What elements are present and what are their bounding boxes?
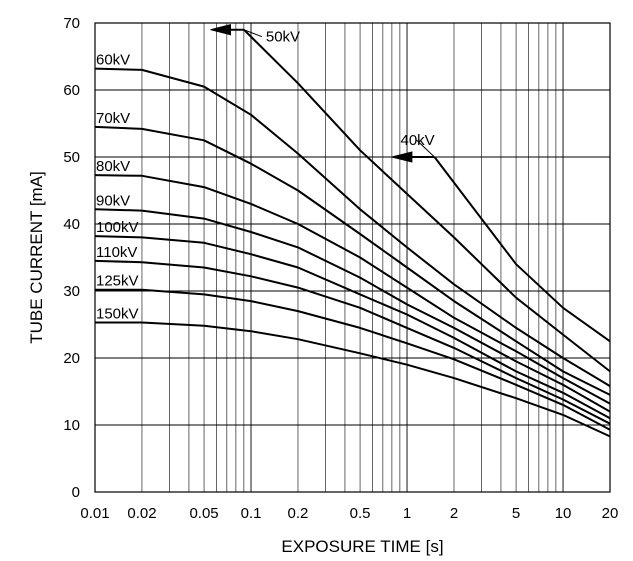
x-tick-label: 0.2 — [288, 505, 309, 522]
series-label-50kV: 50kV — [266, 29, 300, 46]
series-line-150kV — [95, 321, 611, 438]
series-label-60kV: 60kV — [96, 52, 130, 69]
y-tick-labels: 0 10 20 30 40 50 60 70 — [63, 15, 80, 501]
x-tick-label: 0.02 — [127, 505, 156, 522]
x-tick-label: 0.01 — [80, 505, 109, 522]
y-axis-title: TUBE CURRENT [mA] — [27, 171, 46, 344]
y-tick-label: 70 — [63, 15, 80, 32]
y-tick-label: 0 — [72, 484, 80, 501]
series-label-100kV: 100kV — [96, 219, 139, 236]
arrow-head-50kV — [210, 24, 232, 36]
series-label-125kV: 125kV — [96, 273, 139, 290]
x-tick-label: 10 — [555, 505, 572, 522]
series-line-100kV — [94, 235, 611, 420]
series-lines — [94, 24, 611, 438]
y-tick-label: 60 — [63, 82, 80, 99]
x-tick-label: 0.05 — [189, 505, 218, 522]
x-axis-title: EXPOSURE TIME [s] — [281, 537, 443, 556]
series-label-90kV: 90kV — [96, 192, 130, 209]
leader-40kV — [416, 139, 435, 158]
series-label-40kV: 40kV — [400, 132, 434, 149]
series-labels: 40kV 50kV 60kV 70kV 80kV 90kV 100kV 110kV 125kV 1… — [96, 29, 435, 322]
x-tick-label: 5 — [512, 505, 520, 522]
y-tick-label: 50 — [63, 149, 80, 166]
series-label-80kV: 80kV — [96, 158, 130, 175]
x-tick-label: 2 — [450, 505, 458, 522]
series-line-90kV — [94, 208, 611, 413]
series-line-125kV — [95, 288, 611, 431]
series-line-50kV — [243, 28, 611, 373]
x-tick-label: 0.1 — [241, 505, 262, 522]
series-line-110kV — [94, 259, 611, 425]
series-label-150kV: 150kV — [96, 305, 139, 322]
series-label-70kV: 70kV — [96, 110, 130, 127]
arrow-head-40kV — [391, 151, 413, 163]
leader-50kV — [243, 29, 263, 38]
series-line-80kV — [94, 174, 611, 405]
x-tick-label: 1 — [403, 505, 411, 522]
y-tick-label: 30 — [63, 283, 80, 300]
x-tick-label: 20 — [602, 505, 619, 522]
y-tick-label: 20 — [63, 350, 80, 367]
series-line-70kV — [94, 125, 611, 396]
series-line-60kV — [94, 67, 611, 387]
y-tick-label: 40 — [63, 216, 80, 233]
series-line-40kV — [433, 156, 611, 343]
x-tick-label: 0.5 — [350, 505, 371, 522]
grid — [94, 22, 611, 493]
x-tick-labels: 0.01 0.02 0.05 0.1 0.2 0.5 1 2 5 10 20 — [80, 505, 618, 522]
y-tick-label: 10 — [63, 417, 80, 434]
series-label-110kV: 110kV — [96, 244, 137, 261]
plot-frame — [94, 22, 611, 493]
